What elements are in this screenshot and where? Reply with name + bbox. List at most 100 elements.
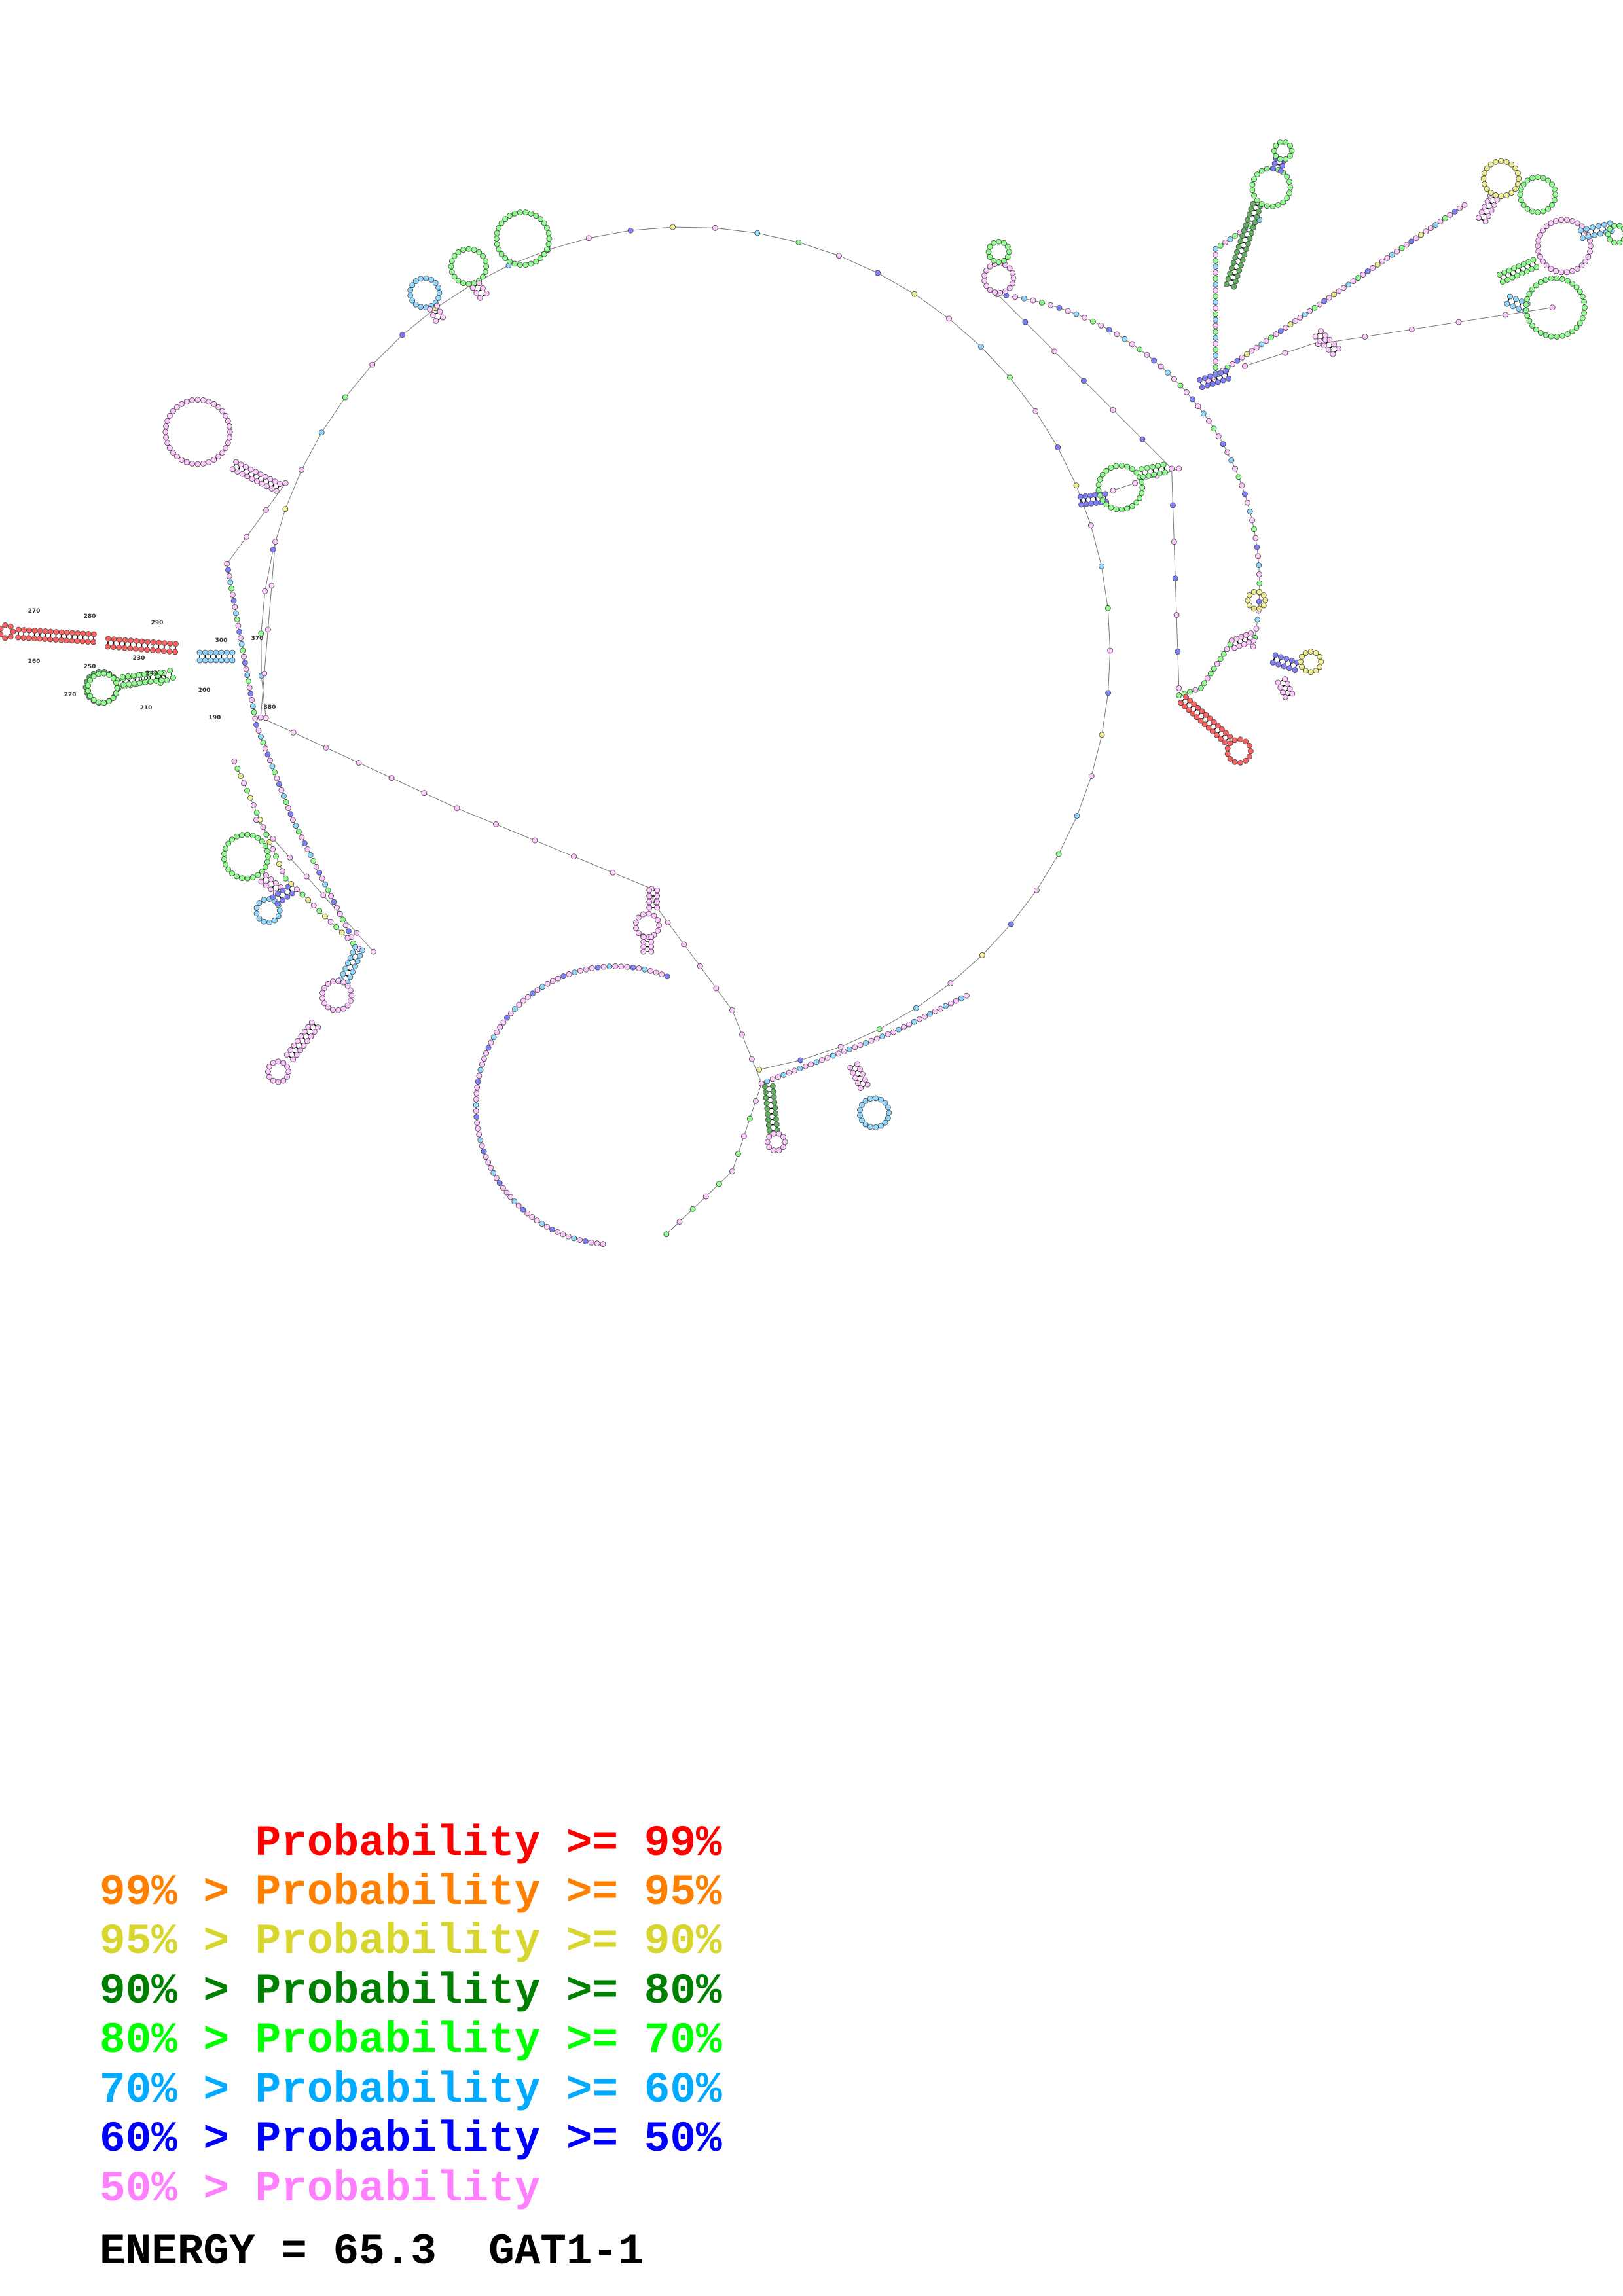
nucleotide: [1559, 276, 1565, 282]
nucleotide: [1241, 251, 1248, 258]
nucleotide: [857, 1042, 864, 1049]
nucleotide: [1226, 375, 1231, 382]
nucleotide: [640, 948, 647, 955]
nucleotide: [490, 1170, 497, 1176]
nucleotide: [354, 929, 360, 936]
nucleotide: [259, 838, 265, 845]
nucleotide: [530, 990, 536, 997]
nucleotide: [1224, 449, 1231, 456]
nucleotide: [1183, 389, 1190, 395]
nucleotide: [1611, 223, 1617, 229]
nucleotide: [262, 588, 268, 594]
nucleotide: [546, 236, 553, 242]
nucleotide: [90, 639, 97, 645]
nucleotide: [90, 696, 97, 703]
nucleotide: [249, 833, 256, 839]
nucleotide: [524, 1210, 531, 1217]
nucleotide: [1243, 738, 1249, 745]
legend-line-80: 90% > Probability >= 80%: [100, 1967, 722, 2016]
nucleotide: [1418, 232, 1424, 238]
nucleotide: [149, 647, 156, 653]
nucleotide: [1535, 243, 1541, 249]
nucleotide: [1543, 223, 1550, 230]
nucleotide: [42, 636, 48, 642]
nucleotide: [1227, 756, 1233, 762]
nucleotide: [1595, 223, 1601, 229]
nucleotide: [465, 281, 472, 287]
nucleotide: [200, 460, 206, 467]
legend-line-below-50: 50% > Probability: [100, 2164, 541, 2214]
nucleotide: [243, 666, 249, 672]
nucleotide: [1574, 266, 1580, 272]
nucleotide: [85, 631, 92, 637]
nucleotide: [1569, 328, 1576, 334]
backbone-link: [1058, 816, 1078, 855]
nucleotide: [106, 672, 112, 678]
nucleotide: [234, 833, 240, 840]
nucleotide: [1233, 636, 1240, 642]
nucleotide: [256, 915, 263, 922]
nucleotide: [301, 840, 308, 846]
nucleotide: [270, 836, 276, 842]
nucleotide: [451, 274, 458, 280]
nucleotide: [64, 630, 70, 636]
nucleotide: [762, 1089, 769, 1096]
nucleotide: [285, 805, 291, 811]
nucleotide: [352, 944, 359, 950]
position-label: 290: [151, 620, 164, 626]
nucleotide: [338, 929, 345, 936]
nucleotide: [1114, 331, 1120, 338]
nucleotide: [164, 677, 170, 683]
nucleotide: [606, 963, 613, 969]
nucleotide: [290, 1056, 297, 1063]
nucleotide: [128, 637, 134, 644]
nucleotide: [1255, 208, 1262, 215]
backbone-link: [402, 308, 436, 335]
nucleotide: [1272, 652, 1279, 658]
nucleotide: [646, 887, 653, 893]
nucleotide: [997, 289, 1004, 296]
nucleotide: [305, 1024, 312, 1030]
nucleotide: [1484, 186, 1490, 192]
nucleotide: [1200, 410, 1207, 417]
nucleotide: [262, 473, 268, 480]
nucleotide: [1158, 363, 1164, 370]
nucleotide: [541, 220, 547, 226]
nucleotide: [196, 657, 203, 664]
nucleotide: [1286, 686, 1293, 692]
nucleotide: [1581, 298, 1588, 305]
backbone-link: [732, 1083, 762, 1172]
nucleotide: [194, 397, 201, 403]
nucleotide: [412, 278, 419, 284]
nucleotide: [729, 1168, 735, 1174]
nucleotide: [437, 308, 443, 315]
nucleotide: [476, 249, 483, 255]
nucleotide: [1481, 170, 1487, 177]
nucleotide: [1607, 236, 1613, 243]
nucleotide: [1177, 382, 1184, 389]
nucleotide: [1237, 238, 1244, 245]
nucleotide: [1144, 465, 1150, 471]
nucleotide: [654, 899, 661, 905]
nucleotide: [938, 1005, 943, 1012]
backbone-link: [285, 469, 302, 509]
nucleotide: [234, 469, 241, 475]
nucleotide: [1432, 222, 1439, 228]
nucleotide: [1213, 323, 1219, 329]
nucleotide: [1282, 694, 1288, 700]
nucleotide: [1204, 382, 1211, 389]
nucleotide: [293, 823, 299, 829]
nucleotide: [482, 269, 488, 275]
nucleotide: [304, 846, 311, 852]
nucleotide: [1001, 257, 1007, 264]
nucleotide: [1227, 740, 1233, 747]
nucleotide: [1213, 305, 1219, 312]
nucleotide: [1554, 275, 1560, 281]
nucleotide: [1519, 270, 1525, 277]
nucleotide: [947, 980, 954, 986]
backbone-link: [266, 875, 282, 888]
nucleotide: [228, 585, 235, 592]
legend-line-50: 60% > Probability >= 50%: [100, 2115, 722, 2164]
nucleotide: [1243, 246, 1249, 253]
nucleotide: [729, 1007, 735, 1013]
